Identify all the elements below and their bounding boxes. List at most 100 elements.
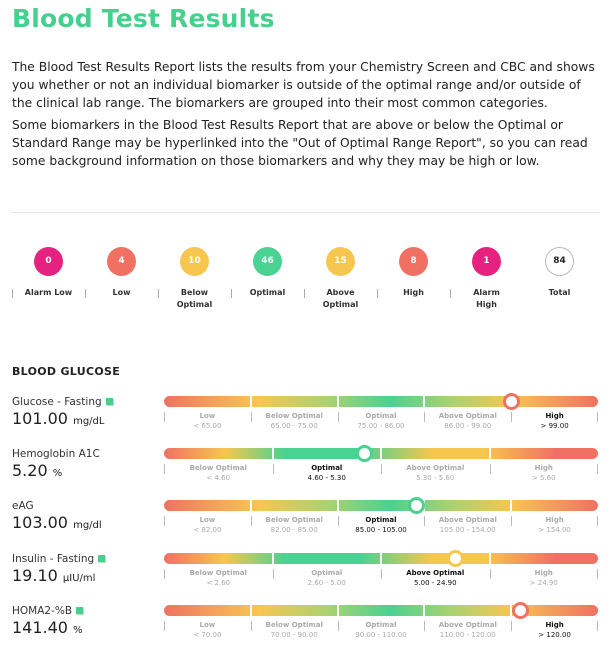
biomarker-row: Glucose - Fasting 101.00 mg/dL Low < 65.00… [0,393,612,448]
result-marker [355,445,373,462]
segment-range: < 65.00 [193,422,222,430]
segment-label: Optimal 90.00 - 110.00 [338,620,425,640]
biomarker-row: HOMA2-%B 141.40 % Low < 70.00 Below Optimal… [0,602,612,657]
segment-tick [164,516,165,526]
result-marker [503,393,521,410]
range-bar [164,393,598,410]
summary-optimal: 46 Optimal [231,247,304,299]
count-label: Below Optimal [176,288,213,309]
segment-separator [249,500,252,511]
divider-tick [12,289,13,298]
value-unit: mg/dl [73,520,102,531]
value-unit: % [73,625,83,636]
value-number: 5.20 [12,461,48,480]
divider [12,212,600,213]
segment-range: 4.60 - 5.30 [307,474,346,482]
segment-tick [272,569,274,579]
biomarker-name: Hemoglobin A1C [12,448,100,460]
segment-separator [380,448,382,459]
range-bar [164,445,598,462]
divider-tick [450,289,451,298]
summary-low: 4 Low [85,247,158,299]
count-badge: 4 [107,247,136,276]
count-label: Alarm High [473,288,500,309]
segment-range: 75.00 - 86.00 [357,422,405,430]
segment-tick [164,569,165,579]
value-unit: % [52,468,63,479]
biomarker-name-text: Insulin - Fasting [12,553,95,565]
segment-tick [381,464,382,474]
biomarker-name-text: eAG [12,500,34,512]
biomarker-row: eAG 103.00 mg/dl Low < 82.00 Below Optimal 8… [0,497,612,552]
segment-label: Optimal 75.00 - 86.00 [338,411,425,431]
segment-separator [271,553,274,564]
segment-tick [381,569,382,579]
intro-paragraph-2: Some biomarkers in the Blood Test Result… [12,118,588,168]
divider-tick [231,289,232,298]
segment-label: Low < 70.00 [164,620,251,640]
biomarker-name: HOMA2-%B [12,605,84,617]
count-badge: 15 [326,247,355,276]
segment-name: Above Optimal [438,621,497,629]
segment-range: 110.00 - 120.00 [439,631,496,639]
segment-tick [337,516,339,526]
range-bar [164,550,598,567]
document-link-icon[interactable] [105,398,113,405]
range-bar [164,497,598,514]
segment-label: Low < 82.00 [164,515,251,535]
divider-tick [304,289,305,298]
summary-total: 84 Total [523,247,596,299]
segment-name: High [545,412,564,420]
segment-name: Low [199,621,216,629]
segment-range: 5.00 - 24.90 [413,579,457,587]
count-badge: 8 [399,247,428,276]
segment-tick [424,516,426,526]
segment-name: Optimal [311,569,343,577]
segment-name: Above Optimal [438,412,497,420]
segment-name: High [534,464,553,472]
segment-range: 5.30 - 5.60 [416,474,455,482]
summary-alarm-high: 1 Alarm High [450,247,523,311]
segment-range: 2.60 - 5.00 [307,579,346,587]
segment-range: > 120.00 [538,631,571,639]
segment-separator [423,605,426,616]
segment-name: Low [199,516,216,524]
segment-separator [249,605,252,616]
segment-label: Above Optimal 86.00 - 99.00 [424,411,511,431]
segment-label: Below Optimal 65.00 - 75.00 [251,411,338,431]
segment-separator [488,553,491,564]
segment-tick [511,516,513,526]
value-number: 101.00 [12,409,68,428]
segment-name: Optimal [365,412,397,420]
segment-tick [164,621,165,631]
result-marker [446,550,464,567]
segment-label: Above Optimal 5.00 - 24.90 [381,568,490,588]
value-number: 19.10 [12,566,58,585]
range-bar [164,602,598,619]
summary-counts: 0 Alarm Low 4 Low 10 Below Optimal 46 Optimal 15… [12,247,596,317]
summary-below-optimal: 10 Below Optimal [158,247,231,311]
segment-separator [488,448,491,459]
segment-range: > 154.00 [538,526,571,534]
summary-alarm-low: 0 Alarm Low [12,247,85,299]
segment-label: Below Optimal < 4.60 [164,463,273,483]
count-label: High [403,288,424,297]
count-badge: 0 [34,247,63,276]
segment-range: < 4.60 [206,474,231,482]
segment-label: High > 24.90 [490,568,599,588]
document-link-icon[interactable] [98,555,106,562]
summary-above-optimal: 15 Above Optimal [304,247,377,311]
segment-range: 105.00 - 154.00 [439,526,496,534]
segment-label: Above Optimal 5.30 - 5.60 [381,463,490,483]
count-badge: 10 [180,247,209,276]
segment-label: Below Optimal 70.00 - 90.00 [251,620,338,640]
segment-label: High > 154.00 [511,515,598,535]
biomarker-row: Hemoglobin A1C 5.20 % Below Optimal < 4.60… [0,445,612,500]
segment-label: Above Optimal 105.00 - 154.00 [424,515,511,535]
biomarker-row: Insulin - Fasting 19.10 µIU/ml Below Opti… [0,550,612,605]
count-badge: 46 [253,247,282,276]
document-link-icon[interactable] [76,607,84,614]
segment-name: Optimal [311,464,343,472]
segment-name: High [545,516,564,524]
segment-tick [250,516,252,526]
